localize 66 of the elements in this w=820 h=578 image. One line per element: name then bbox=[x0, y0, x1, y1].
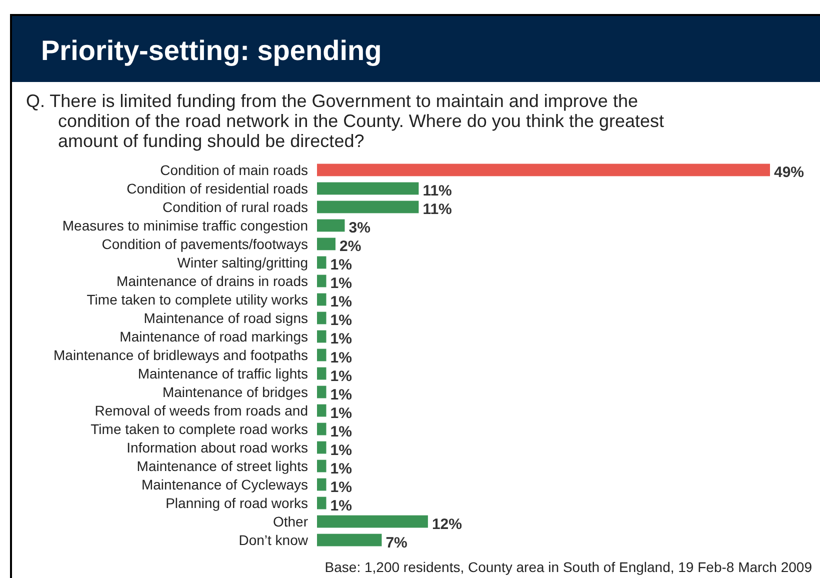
y-tick-label: Planning of road works bbox=[166, 494, 308, 511]
data-label: 11% bbox=[422, 182, 452, 200]
bar bbox=[317, 478, 326, 491]
chart-subtitle: Q. There is limited funding from the Government to maintain and improve the condition of the road network in the County. Where do you think the greatest amount of funding should be directed? bbox=[26, 91, 664, 151]
text: Base: 1,200 residents, County area in South of England, 19 Feb-8 March 2009 bbox=[324, 559, 812, 575]
data-label: 1% bbox=[330, 442, 352, 459]
bar bbox=[317, 348, 326, 362]
bar bbox=[317, 330, 326, 343]
y-tick-label: Winter salting/gritting bbox=[177, 254, 308, 270]
bar bbox=[317, 219, 345, 232]
data-label: 1% bbox=[330, 294, 352, 311]
bar bbox=[317, 274, 326, 288]
data-label: 1% bbox=[330, 404, 352, 422]
y-tick-label: Condition of main roads bbox=[160, 162, 308, 178]
bar bbox=[317, 534, 382, 546]
bar bbox=[317, 441, 326, 454]
y-tick-label: Maintenance of bridleways and footpaths bbox=[54, 346, 308, 363]
y-tick-label: Condition of pavements/footways bbox=[102, 236, 308, 252]
y-tick-label: Maintenance of road markings bbox=[120, 328, 308, 344]
data-label: 11% bbox=[422, 201, 452, 218]
y-tick-label: Maintenance of bridges bbox=[162, 384, 308, 400]
y-tick-label: Maintenance of road signs bbox=[144, 310, 308, 326]
data-label: 1% bbox=[330, 330, 352, 348]
bar bbox=[317, 367, 326, 380]
data-label: 7% bbox=[386, 534, 408, 552]
bar bbox=[317, 404, 326, 417]
y-tick-label: Time taken to complete road works bbox=[90, 420, 308, 437]
y-tick-label: Information about road works bbox=[126, 439, 308, 456]
bar bbox=[317, 293, 326, 306]
bar bbox=[317, 515, 428, 528]
bar bbox=[317, 312, 326, 324]
y-tick-label: Condition of rural roads bbox=[162, 198, 308, 215]
data-label: 1% bbox=[330, 497, 352, 514]
y-tick-label: Measures to minimise traffic congestion bbox=[62, 217, 308, 234]
chart-title: Priority-setting: spending bbox=[41, 35, 382, 66]
data-label: 1% bbox=[330, 275, 352, 292]
data-label: 1% bbox=[330, 312, 352, 330]
bar bbox=[317, 422, 326, 436]
y-tick-label: Removal of weeds from roads and bbox=[94, 402, 308, 418]
bar bbox=[317, 256, 326, 269]
bar bbox=[317, 182, 419, 195]
y-tick-label: Other bbox=[272, 513, 308, 530]
y-tick-label: Maintenance of Cycleways bbox=[141, 476, 308, 492]
data-label: 1% bbox=[330, 256, 352, 274]
bar bbox=[317, 386, 326, 398]
data-label: 1% bbox=[330, 368, 352, 385]
data-label: 1% bbox=[330, 478, 352, 496]
data-label: 1% bbox=[330, 386, 352, 404]
bar bbox=[317, 200, 419, 214]
bar bbox=[317, 164, 770, 176]
bar bbox=[317, 238, 336, 250]
y-tick-label: Time taken to complete utility works bbox=[86, 291, 308, 308]
data-label: 1% bbox=[330, 423, 352, 440]
y-tick-label: Condition of residential roads bbox=[126, 180, 308, 196]
y-tick-label: Maintenance of drains in roads bbox=[116, 272, 308, 289]
y-tick-label: Maintenance of street lights bbox=[136, 458, 308, 474]
data-label: 12% bbox=[432, 516, 462, 533]
data-label: 3% bbox=[348, 220, 370, 237]
data-label: 1% bbox=[330, 460, 352, 478]
bar bbox=[317, 460, 326, 472]
data-label: 2% bbox=[339, 238, 362, 256]
data-label: 1% bbox=[330, 349, 352, 366]
bar bbox=[317, 496, 326, 510]
y-tick-label: Maintenance of traffic lights bbox=[138, 365, 308, 382]
y-tick-label: Don’t know bbox=[238, 532, 309, 548]
data-label: 49% bbox=[774, 164, 804, 182]
